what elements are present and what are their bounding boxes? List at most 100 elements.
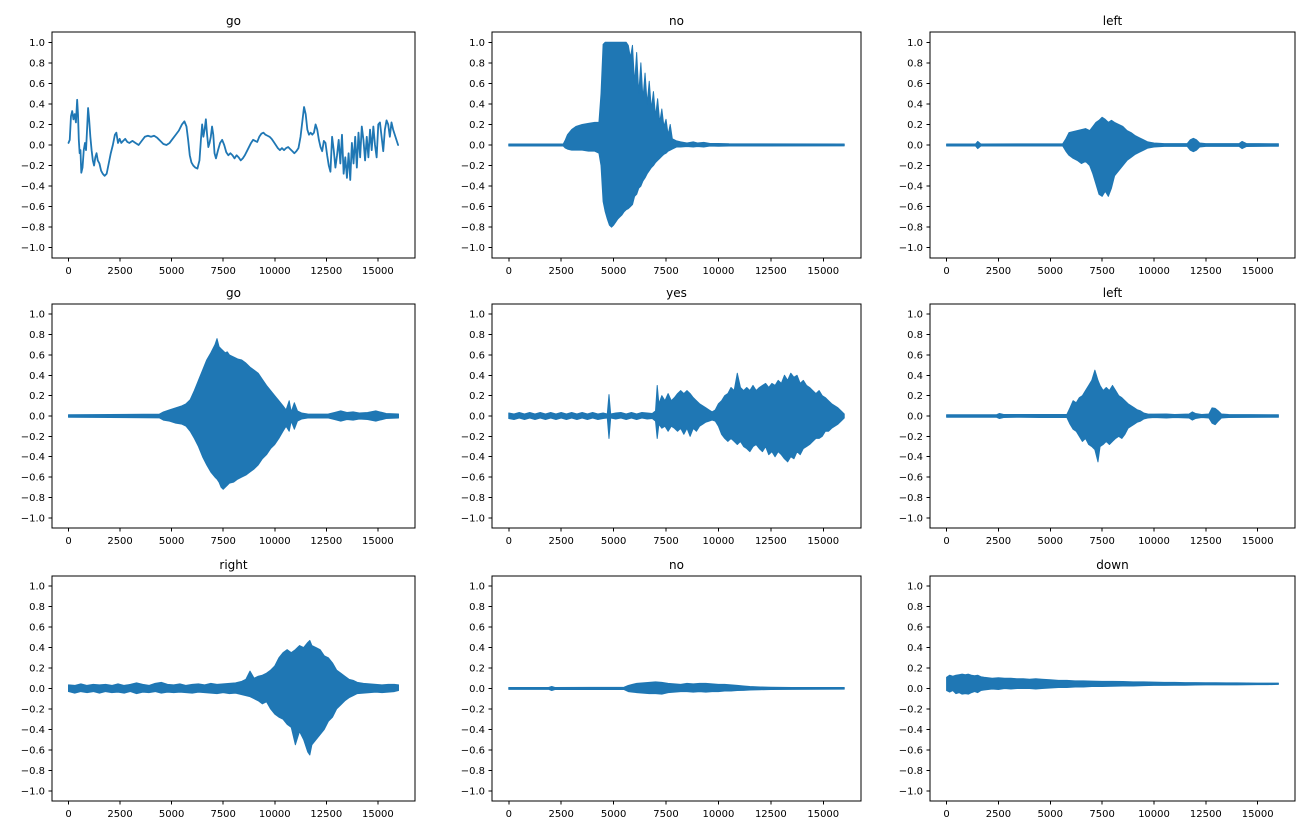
y-tick-label: 0.8 <box>29 330 45 341</box>
y-tick-label: −0.2 <box>21 432 45 443</box>
x-tick-label: 12500 <box>755 536 787 547</box>
x-tick-label: 15000 <box>1242 266 1274 277</box>
x-tick-label: 12500 <box>1190 536 1222 547</box>
x-tick-label: 15000 <box>807 266 839 277</box>
y-tick-label: −0.2 <box>21 161 45 172</box>
x-tick-label: 15000 <box>362 266 394 277</box>
y-tick-label: 0.2 <box>907 120 923 131</box>
x-tick-label: 5000 <box>1038 536 1063 547</box>
waveform-go <box>68 338 399 490</box>
y-tick-label: −0.2 <box>461 704 485 715</box>
y-tick-label: 0.0 <box>469 141 485 152</box>
x-tick-label: 0 <box>65 266 71 277</box>
y-tick-label: −0.8 <box>21 766 45 777</box>
y-tick-label: 0.4 <box>907 99 923 110</box>
y-tick-label: −1.0 <box>461 513 485 524</box>
x-tick-label: 5000 <box>1038 809 1063 820</box>
subplot-go-3: go 0 2500 5000 7500 10000 12500 15000 1.0 0.8 0.6 0… <box>21 286 416 547</box>
y-tick-label: −0.8 <box>21 493 45 504</box>
x-tick-label: 15000 <box>807 809 839 820</box>
x-tick-labels: 0 2500 5000 7500 10000 12500 15000 <box>65 258 394 277</box>
x-tick-label: 0 <box>65 536 71 547</box>
y-tick-label: −0.4 <box>461 452 485 463</box>
y-tick-label: 0.0 <box>907 684 923 695</box>
x-tick-label: 12500 <box>755 266 787 277</box>
y-tick-label: −0.6 <box>21 473 45 484</box>
y-tick-label: −0.2 <box>899 432 923 443</box>
y-tick-label: 0.8 <box>29 58 45 69</box>
y-tick-label: 0.6 <box>907 79 923 90</box>
x-tick-label: 10000 <box>703 266 735 277</box>
x-tick-label: 10000 <box>259 809 291 820</box>
subplot-go-0: go 0 2500 5000 7500 10000 12500 15000 1.0 0.8 0.6 0… <box>21 14 416 277</box>
x-tick-label: 12500 <box>1190 809 1222 820</box>
x-tick-label: 12500 <box>310 809 342 820</box>
y-tick-label: 0.0 <box>907 141 923 152</box>
x-tick-label: 12500 <box>1190 266 1222 277</box>
x-tick-label: 0 <box>506 266 512 277</box>
y-tick-label: 0.2 <box>907 391 923 402</box>
y-tick-label: 0.2 <box>469 120 485 131</box>
x-tick-label: 12500 <box>755 809 787 820</box>
subplot-title: left <box>1103 14 1123 28</box>
y-tick-label: −0.2 <box>461 432 485 443</box>
x-tick-labels: 0 2500 5000 7500 10000 12500 15000 <box>65 801 394 820</box>
y-tick-label: 0.2 <box>29 664 45 675</box>
subplot-title: go <box>226 14 241 28</box>
y-tick-label: 0.4 <box>29 643 45 654</box>
x-tick-label: 2500 <box>548 536 573 547</box>
y-tick-label: −0.6 <box>899 202 923 213</box>
x-tick-label: 0 <box>506 809 512 820</box>
y-tick-label: −0.8 <box>461 766 485 777</box>
x-tick-label: 7500 <box>1089 266 1114 277</box>
y-tick-labels: 1.0 0.8 0.6 0.4 0.2 0.0 −0.2 −0.4 −0.6 −0.8 −1.0 <box>899 38 930 254</box>
y-tick-label: −0.8 <box>899 223 923 234</box>
waveform-left <box>946 116 1279 197</box>
y-tick-label: −0.4 <box>899 452 923 463</box>
y-tick-label: 0.6 <box>469 79 485 90</box>
y-tick-label: −0.2 <box>899 161 923 172</box>
y-tick-label: −0.4 <box>899 725 923 736</box>
x-tick-label: 0 <box>506 536 512 547</box>
waveform-no <box>508 681 845 695</box>
y-tick-label: −0.6 <box>461 473 485 484</box>
y-tick-label: 0.0 <box>29 412 45 423</box>
y-tick-label: −0.2 <box>899 704 923 715</box>
x-tick-label: 12500 <box>310 266 342 277</box>
y-tick-label: 0.8 <box>469 602 485 613</box>
y-tick-label: −0.8 <box>461 223 485 234</box>
x-tick-label: 5000 <box>159 266 184 277</box>
waveform-down <box>946 673 1279 695</box>
y-tick-label: 0.8 <box>469 330 485 341</box>
y-tick-label: 0.2 <box>469 664 485 675</box>
y-tick-label: 0.0 <box>469 684 485 695</box>
subplot-yes-4: yes 0 2500 5000 7500 10000 12500 15000 1.0 0.8 0.6… <box>461 286 862 547</box>
x-tick-label: 10000 <box>1138 536 1170 547</box>
y-tick-label: 1.0 <box>907 310 923 321</box>
y-tick-label: −0.4 <box>21 182 45 193</box>
y-tick-labels: 1.0 0.8 0.6 0.4 0.2 0.0 −0.2 −0.4 −0.6 −0.8 −1.0 <box>461 310 492 524</box>
y-tick-label: 0.4 <box>29 371 45 382</box>
y-tick-label: −1.0 <box>899 786 923 797</box>
y-tick-label: 0.4 <box>29 99 45 110</box>
x-tick-labels: 0 2500 5000 7500 10000 12500 15000 <box>506 528 839 547</box>
x-tick-labels: 0 2500 5000 7500 10000 12500 15000 <box>65 528 394 547</box>
y-tick-label: −1.0 <box>21 243 45 254</box>
x-tick-labels: 0 2500 5000 7500 10000 12500 15000 <box>506 801 839 820</box>
x-tick-label: 7500 <box>653 266 678 277</box>
subplot-no-7: no 0 2500 5000 7500 10000 12500 15000 1.0 0.8 0.6 0… <box>461 558 862 820</box>
y-tick-label: −0.4 <box>461 182 485 193</box>
y-tick-label: 0.4 <box>469 99 485 110</box>
y-tick-label: −0.8 <box>899 766 923 777</box>
y-tick-labels: 1.0 0.8 0.6 0.4 0.2 0.0 −0.2 −0.4 −0.6 −0.8 −1.0 <box>899 582 930 797</box>
y-tick-label: −0.6 <box>21 202 45 213</box>
x-tick-label: 0 <box>943 809 949 820</box>
x-tick-label: 10000 <box>703 536 735 547</box>
x-tick-label: 7500 <box>653 536 678 547</box>
x-tick-label: 10000 <box>1138 809 1170 820</box>
waveform-no <box>508 41 845 228</box>
y-tick-label: 0.2 <box>29 391 45 402</box>
x-tick-label: 2500 <box>986 809 1011 820</box>
